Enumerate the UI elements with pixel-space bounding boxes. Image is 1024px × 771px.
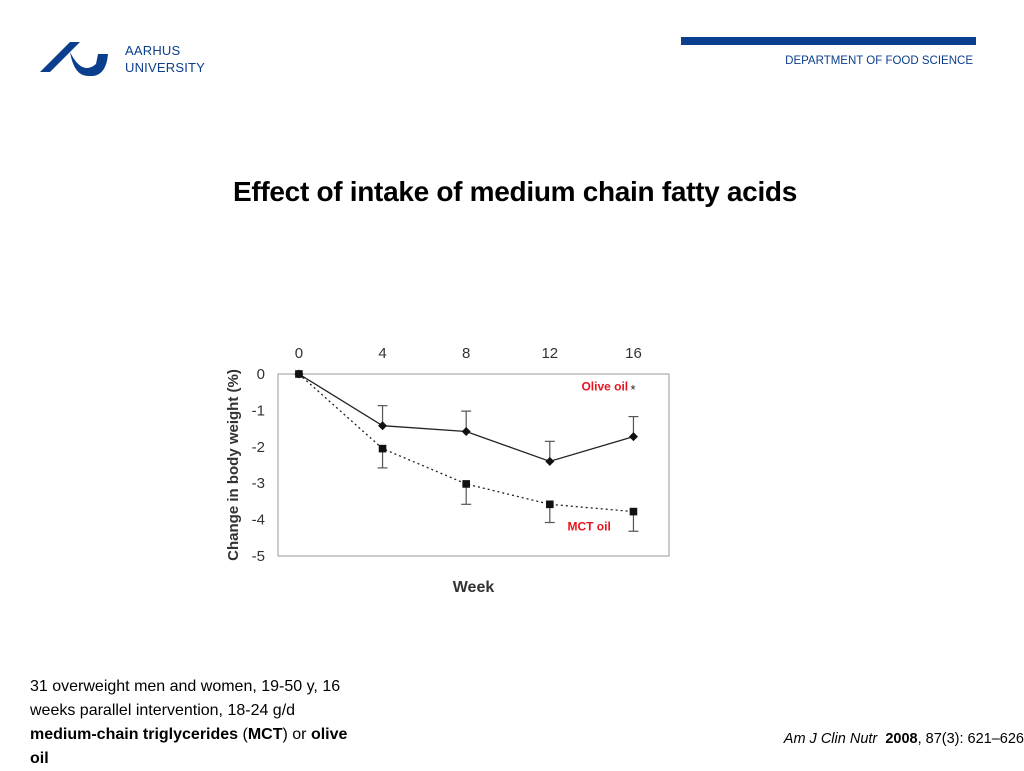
data-point-olive-oil: [378, 421, 388, 431]
significance-asterisk: *: [630, 382, 635, 397]
series-label-olive-oil: Olive oil: [581, 379, 628, 393]
plot-frame: [277, 373, 670, 557]
series-label-mct-oil: MCT oil: [567, 520, 610, 534]
citation-details: , 87(3): 621–626: [917, 731, 1024, 747]
citation-journal: Am J Clin Nutr: [783, 731, 878, 747]
note-text: 31 overweight men and women, 19-50 y, 16…: [30, 678, 341, 719]
x-tick-label: 12: [541, 345, 558, 362]
university-name: AARHUS UNIVERSITY: [125, 42, 205, 76]
y-axis-label: Change in body weight (%): [225, 369, 242, 561]
data-point-mct-oil: [546, 500, 554, 509]
y-tick-label: -5: [252, 548, 265, 565]
note-bold-olive-oil: olive oil: [30, 726, 348, 767]
y-tick-label: -2: [252, 439, 265, 456]
data-point-mct-oil: [629, 507, 638, 516]
citation-year: 2008: [885, 731, 918, 747]
note-bold-mct-abbrev: MCT: [247, 726, 283, 743]
study-description: 31 overweight men and women, 19-50 y, 16…: [30, 675, 360, 771]
y-tick-label: -4: [252, 512, 265, 529]
data-point-mct-oil: [378, 444, 387, 453]
data-point-olive-oil: [545, 456, 555, 466]
series-line-mct-oil: [298, 373, 634, 513]
logo-text-line1: AARHUS: [125, 43, 181, 58]
note-bold-mct: medium-chain triglycerides: [30, 726, 239, 743]
note-text: ) or: [282, 726, 311, 743]
x-tick-label: 0: [295, 345, 303, 362]
body-weight-chart: 0 4 8 12 16 0 -1 -2 -3 -4 -5 Week Change in body …: [225, 345, 670, 596]
y-tick-label: -1: [252, 402, 265, 419]
header-accent-bar: [681, 37, 976, 45]
x-axis-label: Week: [453, 579, 495, 596]
x-tick-label: 16: [625, 345, 642, 362]
data-point-mct-oil: [295, 370, 303, 378]
department-name: DEPARTMENT OF FOOD SCIENCE: [785, 55, 973, 67]
logo-text-line2: UNIVERSITY: [125, 60, 206, 75]
y-tick-label: 0: [257, 366, 265, 383]
data-point-olive-oil: [628, 432, 638, 442]
aarhus-university-logo: [40, 42, 108, 76]
note-text: (: [238, 726, 248, 743]
x-tick-label: 8: [462, 345, 470, 362]
citation: Am J Clin Nutr 2008, 87(3): 621–626: [784, 731, 1024, 747]
data-point-mct-oil: [462, 480, 470, 488]
slide-title: Effect of intake of medium chain fatty a…: [232, 176, 798, 207]
x-tick-label: 4: [378, 345, 386, 362]
y-tick-label: -3: [252, 475, 265, 492]
data-point-olive-oil: [461, 427, 471, 437]
